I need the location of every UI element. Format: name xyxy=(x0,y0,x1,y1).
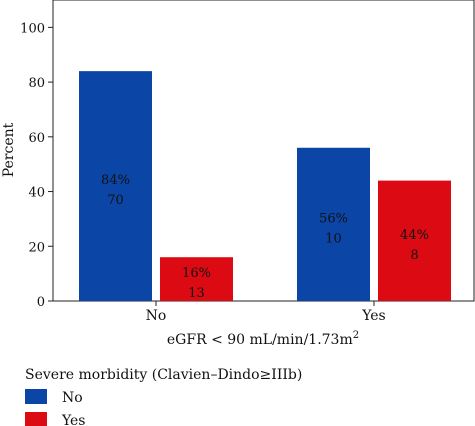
x-tick-label: No xyxy=(146,308,167,324)
legend-title: Severe morbidity (Clavien–Dindo≥IIIb) xyxy=(25,367,302,383)
y-axis: 0 20 40 60 80 100 xyxy=(20,21,53,310)
bars xyxy=(79,71,451,302)
y-tick-label: 80 xyxy=(28,76,45,91)
data-label: 16% xyxy=(182,266,211,281)
legend-swatch-no xyxy=(25,389,47,404)
bar-yes-yes xyxy=(378,180,451,301)
legend-label-yes: Yes xyxy=(61,413,86,426)
data-label: 70 xyxy=(107,193,124,208)
y-axis-title: Percent xyxy=(1,122,17,177)
y-tick-label: 60 xyxy=(28,131,45,146)
y-tick-label: 40 xyxy=(28,186,45,201)
x-axis-title-main: eGFR < 90 mL/min/1.73m xyxy=(167,332,353,348)
legend-swatch-yes xyxy=(25,412,47,426)
data-label: 8 xyxy=(410,248,418,263)
legend-items: No Yes xyxy=(25,389,86,426)
bar-yes-no xyxy=(297,147,370,301)
plot-area: 84% 70 16% 13 56% 10 44% 8 xyxy=(52,0,475,302)
y-tick-label: 20 xyxy=(28,240,45,255)
bar-no-yes xyxy=(160,257,233,301)
legend: Severe morbidity (Clavien–Dindo≥IIIb) No… xyxy=(25,367,302,426)
x-axis-title: eGFR < 90 mL/min/1.73m2 xyxy=(167,330,359,348)
data-label: 84% xyxy=(101,173,130,188)
data-label: 13 xyxy=(188,286,205,301)
legend-label-no: No xyxy=(62,390,83,406)
plot-frame xyxy=(52,0,475,302)
data-label: 44% xyxy=(400,228,429,243)
x-axis: No Yes xyxy=(146,301,386,324)
x-axis-title-superscript: 2 xyxy=(353,330,359,341)
data-label: 56% xyxy=(319,211,348,226)
x-tick-label: Yes xyxy=(361,308,386,324)
y-tick-label: 100 xyxy=(20,21,45,36)
y-tick-label: 0 xyxy=(37,295,45,310)
bar-labels: 84% 70 16% 13 56% 10 44% 8 xyxy=(101,173,429,301)
bar-no-no xyxy=(79,71,152,302)
data-label: 10 xyxy=(325,231,342,246)
